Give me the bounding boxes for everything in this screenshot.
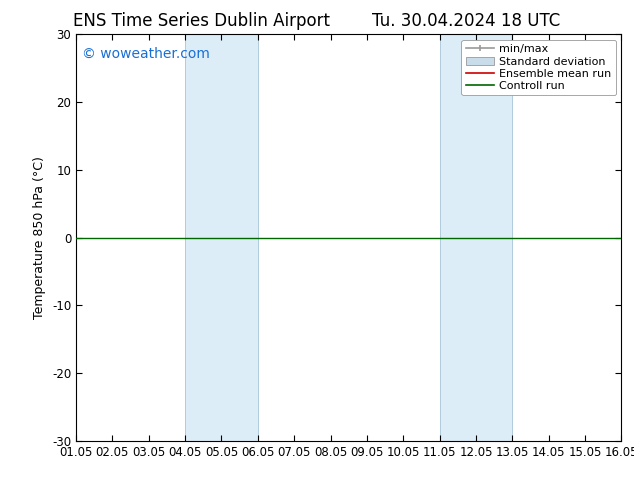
Bar <box>185 34 258 441</box>
Bar <box>439 34 512 441</box>
Y-axis label: Temperature 850 hPa (°C): Temperature 850 hPa (°C) <box>34 156 46 319</box>
Text: ENS Time Series Dublin Airport        Tu. 30.04.2024 18 UTC: ENS Time Series Dublin Airport Tu. 30.04… <box>74 12 560 30</box>
Text: © woweather.com: © woweather.com <box>82 47 209 60</box>
Legend: min/max, Standard deviation, Ensemble mean run, Controll run: min/max, Standard deviation, Ensemble me… <box>462 40 616 96</box>
